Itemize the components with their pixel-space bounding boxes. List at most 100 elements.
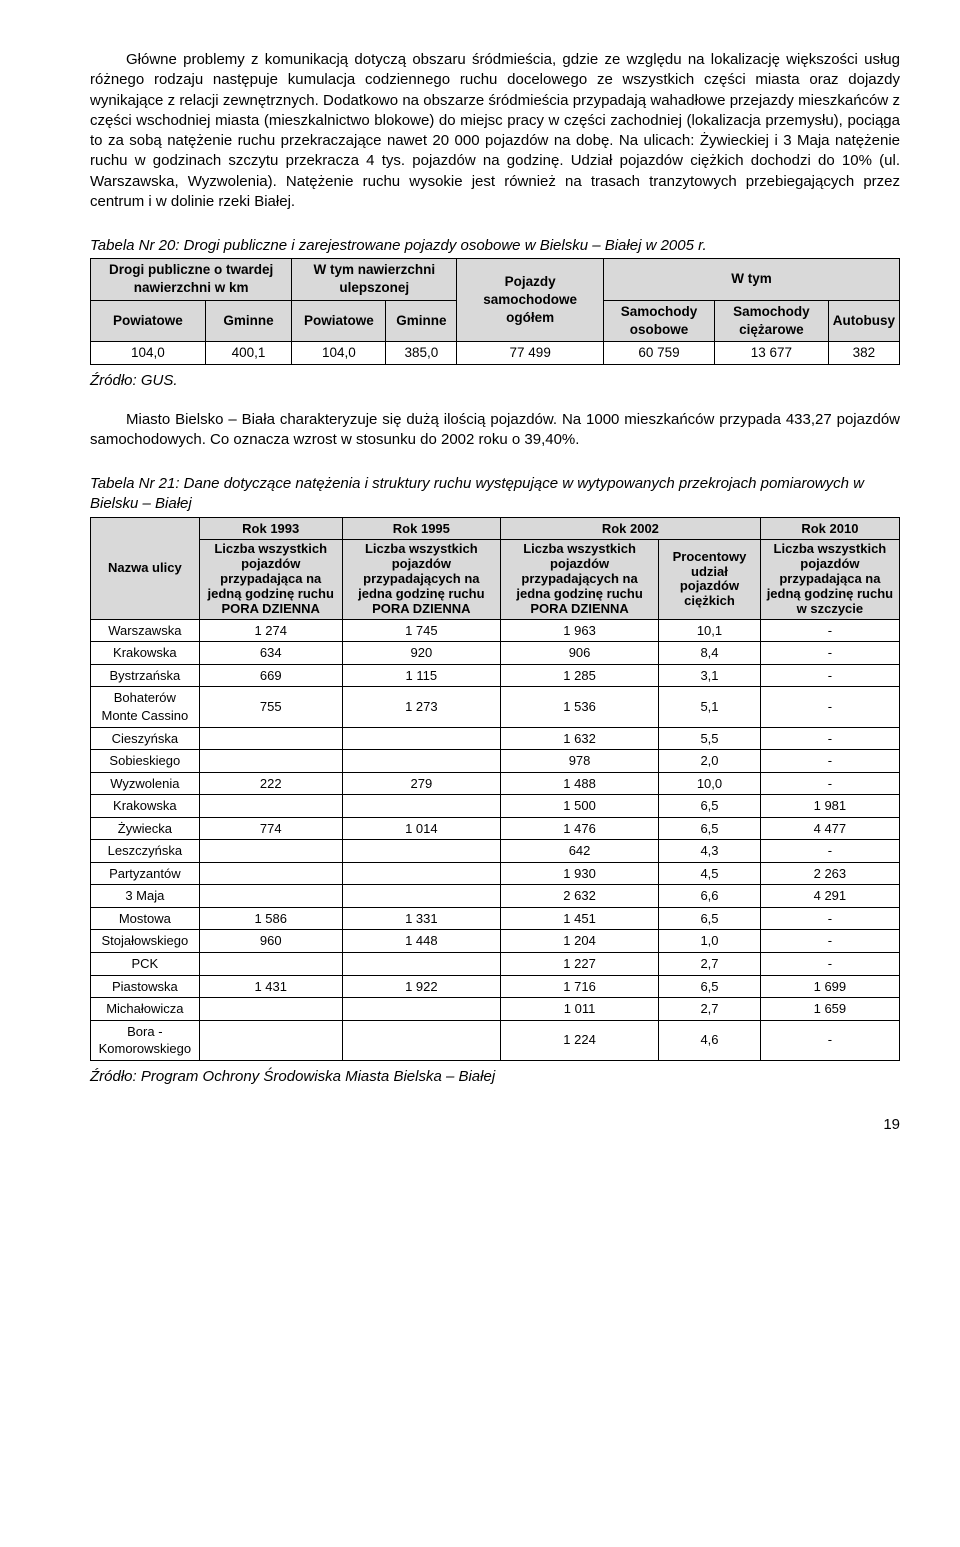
value-cell: 1 586 xyxy=(199,907,342,930)
t20-h-wtym: W tym xyxy=(603,259,899,300)
value-cell xyxy=(342,862,500,885)
value-cell: 2,7 xyxy=(659,953,761,976)
t20-h-gm1: Gminne xyxy=(205,300,291,341)
t20-h-au: Autobusy xyxy=(828,300,899,341)
t20-h-drogi: Drogi publiczne o twardej nawierzchni w … xyxy=(91,259,292,300)
value-cell: 669 xyxy=(199,664,342,687)
value-cell: 1 274 xyxy=(199,619,342,642)
value-cell: 1 331 xyxy=(342,907,500,930)
value-cell: - xyxy=(760,619,899,642)
value-cell: 3,1 xyxy=(659,664,761,687)
value-cell: 1 981 xyxy=(760,795,899,818)
value-cell: - xyxy=(760,772,899,795)
table-row: Mostowa1 5861 3311 4516,5- xyxy=(91,907,900,930)
value-cell: 1 476 xyxy=(500,817,658,840)
t20-h-sc: Samochody ciężarowe xyxy=(715,300,829,341)
value-cell: 1 448 xyxy=(342,930,500,953)
table-row: Piastowska1 4311 9221 7166,51 699 xyxy=(91,975,900,998)
value-cell: 1 659 xyxy=(760,998,899,1021)
value-cell: 906 xyxy=(500,642,658,665)
value-cell: 1 922 xyxy=(342,975,500,998)
value-cell: 8,4 xyxy=(659,642,761,665)
t21-sh-1995: Liczba wszystkich pojazdów przypadającyc… xyxy=(342,540,500,620)
street-cell: Warszawska xyxy=(91,619,200,642)
table-row: Warszawska1 2741 7451 96310,1- xyxy=(91,619,900,642)
value-cell: - xyxy=(760,930,899,953)
value-cell: 1 115 xyxy=(342,664,500,687)
street-cell: PCK xyxy=(91,953,200,976)
source-program: Źródło: Program Ochrony Środowiska Miast… xyxy=(90,1067,900,1087)
value-cell: - xyxy=(760,727,899,750)
value-cell xyxy=(342,795,500,818)
t20-c2: 104,0 xyxy=(292,342,386,365)
table-row: Wyzwolenia2222791 48810,0- xyxy=(91,772,900,795)
value-cell: 1 204 xyxy=(500,930,658,953)
page-number: 19 xyxy=(90,1115,900,1135)
table-row: Stojałowskiego9601 4481 2041,0- xyxy=(91,930,900,953)
value-cell: 4 477 xyxy=(760,817,899,840)
value-cell: 1 431 xyxy=(199,975,342,998)
value-cell xyxy=(199,953,342,976)
value-cell: - xyxy=(760,687,899,727)
t20-h-pow2: Powiatowe xyxy=(292,300,386,341)
street-cell: Żywiecka xyxy=(91,817,200,840)
value-cell: 10,0 xyxy=(659,772,761,795)
value-cell: 4,3 xyxy=(659,840,761,863)
value-cell xyxy=(199,840,342,863)
value-cell: 6,5 xyxy=(659,975,761,998)
value-cell: 1 273 xyxy=(342,687,500,727)
value-cell: - xyxy=(760,642,899,665)
table-row: Partyzantów1 9304,52 263 xyxy=(91,862,900,885)
table-row: Żywiecka7741 0141 4766,54 477 xyxy=(91,817,900,840)
street-cell: Leszczyńska xyxy=(91,840,200,863)
value-cell: 6,5 xyxy=(659,795,761,818)
table-row: Krakowska6349209068,4- xyxy=(91,642,900,665)
value-cell: - xyxy=(760,1020,899,1060)
t21-h-1995: Rok 1995 xyxy=(342,517,500,540)
table-row: Sobieskiego9782,0- xyxy=(91,750,900,773)
value-cell xyxy=(199,998,342,1021)
table-row: Leszczyńska6424,3- xyxy=(91,840,900,863)
street-cell: Krakowska xyxy=(91,795,200,818)
value-cell: 774 xyxy=(199,817,342,840)
table-21: Nazwa ulicy Rok 1993 Rok 1995 Rok 2002 R… xyxy=(90,517,900,1061)
t21-sh-2002a: Liczba wszystkich pojazdów przypadającyc… xyxy=(500,540,658,620)
table-row: Bystrzańska6691 1151 2853,1- xyxy=(91,664,900,687)
table-row: Bora - Komorowskiego1 2244,6- xyxy=(91,1020,900,1060)
value-cell: 1 930 xyxy=(500,862,658,885)
street-cell: Bora - Komorowskiego xyxy=(91,1020,200,1060)
value-cell: 5,1 xyxy=(659,687,761,727)
value-cell xyxy=(199,727,342,750)
value-cell: 6,6 xyxy=(659,885,761,908)
value-cell: 1 227 xyxy=(500,953,658,976)
street-cell: Sobieskiego xyxy=(91,750,200,773)
t21-sh-2002b: Procentowy udział pojazdów ciężkich xyxy=(659,540,761,620)
table-row: Krakowska 1 5006,51 981 xyxy=(91,795,900,818)
value-cell: 755 xyxy=(199,687,342,727)
t20-h-ulepsz: W tym nawierzchni ulepszonej xyxy=(292,259,457,300)
value-cell: 1 632 xyxy=(500,727,658,750)
street-cell: Bohaterów Monte Cassino xyxy=(91,687,200,727)
value-cell: 4 291 xyxy=(760,885,899,908)
value-cell: 1 716 xyxy=(500,975,658,998)
value-cell: 978 xyxy=(500,750,658,773)
value-cell: 1 451 xyxy=(500,907,658,930)
value-cell: 222 xyxy=(199,772,342,795)
t20-data-row: 104,0 400,1 104,0 385,0 77 499 60 759 13… xyxy=(91,342,900,365)
value-cell: 1 536 xyxy=(500,687,658,727)
value-cell: 634 xyxy=(199,642,342,665)
t20-h-pow1: Powiatowe xyxy=(91,300,206,341)
table-row: Bohaterów Monte Cassino7551 2731 5365,1- xyxy=(91,687,900,727)
t21-h-nazwa: Nazwa ulicy xyxy=(91,517,200,619)
value-cell: 1 500 xyxy=(500,795,658,818)
t20-h-pojazdy: Pojazdy samochodowe ogółem xyxy=(457,259,604,342)
t20-h-so: Samochody osobowe xyxy=(603,300,714,341)
value-cell: 1 963 xyxy=(500,619,658,642)
value-cell: 1 011 xyxy=(500,998,658,1021)
value-cell: 6,5 xyxy=(659,907,761,930)
street-cell: Piastowska xyxy=(91,975,200,998)
value-cell: - xyxy=(760,907,899,930)
t20-c3: 385,0 xyxy=(386,342,457,365)
table-row: Cieszyńska1 6325,5- xyxy=(91,727,900,750)
value-cell xyxy=(199,885,342,908)
